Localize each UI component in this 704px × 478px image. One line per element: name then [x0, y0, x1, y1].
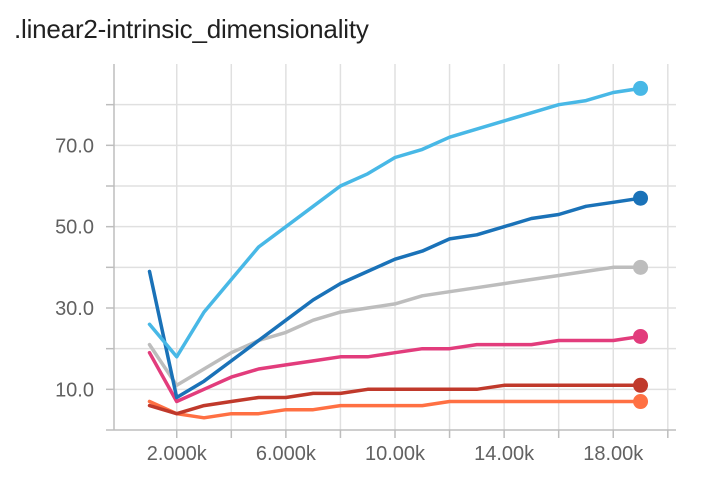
chart-title: .linear2-intrinsic_dimensionality — [14, 14, 369, 44]
axes — [106, 64, 676, 438]
y-tick-label: 70.0 — [55, 135, 94, 157]
tick-labels: 2.000k 6.000k 10.00k 14.00k 18.00k 10.0 30.0 50… — [55, 135, 644, 465]
x-tick-label: 6.000k — [256, 443, 317, 465]
series-line-5 — [147, 383, 643, 416]
series-lines — [147, 86, 643, 420]
series-line-3 — [147, 265, 643, 388]
series-line-6 — [147, 399, 643, 420]
series-end-marker-3 — [633, 259, 649, 275]
series-end-marker-4 — [633, 328, 649, 344]
x-tick-label: 18.00k — [583, 443, 644, 465]
y-tick-label: 30.0 — [55, 298, 94, 320]
series-line-2 — [147, 196, 643, 400]
series-end-marker-5 — [633, 377, 649, 393]
y-tick-label: 50.0 — [55, 217, 94, 239]
x-tick-label: 10.00k — [365, 443, 426, 465]
grid-lines — [114, 64, 676, 430]
series-end-marker-2 — [633, 190, 649, 206]
series-end-marker-1 — [633, 80, 649, 96]
y-tick-label: 10.0 — [55, 379, 94, 401]
series-end-marker-6 — [633, 394, 649, 410]
end-markers — [633, 80, 649, 410]
series-line-4 — [147, 334, 643, 404]
series-line-1 — [147, 86, 643, 359]
x-tick-label: 14.00k — [474, 443, 535, 465]
x-tick-label: 2.000k — [147, 443, 208, 465]
